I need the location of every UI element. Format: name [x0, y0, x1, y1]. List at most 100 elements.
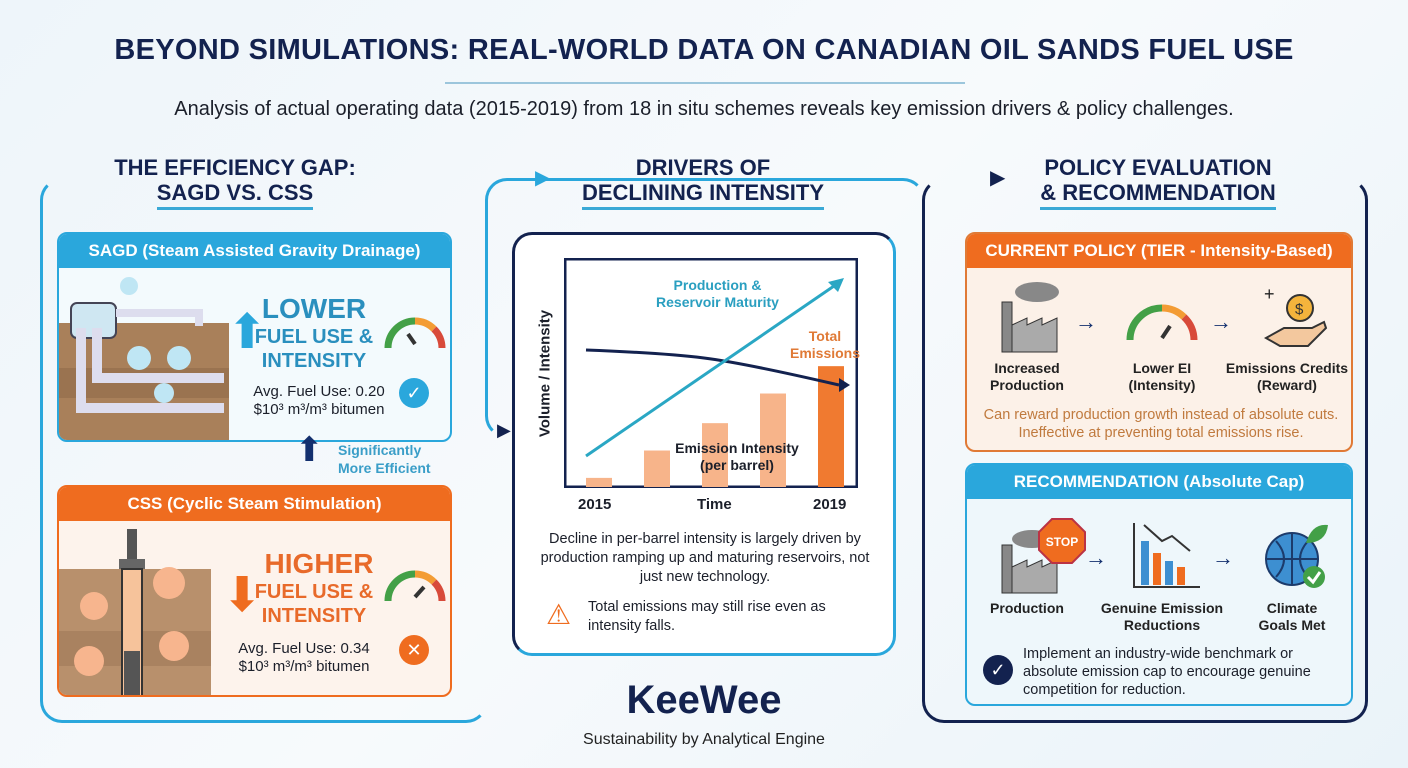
current-policy-card: CURRENT POLICY (TIER - Intensity-Based) …: [965, 232, 1353, 452]
declining-bars-icon: [1133, 523, 1200, 588]
recommendation-title: RECOMMENDATION (Absolute Cap): [967, 465, 1351, 499]
sagd-fuel-line1: Avg. Fuel Use: 0.20: [253, 383, 385, 400]
check-icon: ✓: [399, 378, 429, 408]
drivers-diagram: [564, 258, 858, 488]
sagd-well-illustration: [59, 277, 229, 440]
right-column-frame: [922, 178, 1368, 723]
right-heading-line1: POLICY EVALUATION: [1044, 155, 1272, 180]
x-icon: ✕: [399, 635, 429, 665]
right-heading: POLICY EVALUATION & RECOMMENDATION: [975, 155, 1341, 210]
production-label: Production & Reservoir Maturity: [655, 277, 780, 311]
production-label-line2: Reservoir Maturity: [656, 294, 779, 310]
x-start-label: 2015: [578, 496, 612, 513]
comparison-label: Significantly More Efficient: [338, 441, 431, 477]
current-step-3: Emissions Credits (Reward): [1222, 360, 1351, 394]
css-fuel-line1: Avg. Fuel Use: 0.34: [238, 640, 370, 657]
sagd-card: SAGD (Steam Assisted Gravity Drainage) ⬆…: [57, 232, 452, 442]
rec-step-1-l1: Production: [990, 600, 1064, 616]
rec-step-2-l1: Genuine Emission: [1100, 600, 1224, 616]
right-heading-line2: & RECOMMENDATION: [1040, 180, 1276, 210]
css-card: CSS (Cyclic Steam Stimulation) ⬇ HIGHER …: [57, 485, 452, 697]
x-end-label: 2019: [813, 496, 847, 513]
arrow-icon: →: [1075, 309, 1097, 334]
sagd-fuel-line2: $10³ m³/m³ bitumen: [253, 401, 385, 418]
gauge-high-icon: [384, 570, 446, 602]
down-arrow-icon: ⬇: [222, 569, 263, 622]
middle-column-frame: [485, 178, 925, 438]
x-mid-label: Time: [697, 496, 732, 513]
globe-check-icon: [1265, 524, 1328, 588]
current-step-1-l1: Increased: [994, 360, 1060, 376]
credit-reward-icon: +$: [1263, 284, 1328, 347]
sagd-line2: FUEL USE &: [254, 326, 374, 348]
recommendation-card: RECOMMENDATION (Absolute Cap) STOP → → P…: [965, 463, 1353, 706]
rec-step-2-l2: Reductions: [1123, 617, 1201, 633]
current-policy-title: CURRENT POLICY (TIER - Intensity-Based): [967, 234, 1351, 268]
emissions-bar: [702, 423, 728, 487]
intensity-label-line1: Emission Intensity: [675, 440, 799, 456]
stop-sign-text: STOP: [1046, 535, 1078, 549]
rec-step-3-l2: Goals Met: [1258, 617, 1326, 633]
current-policy-note: Can reward production growth instead of …: [983, 407, 1339, 441]
emissions-bar: [644, 450, 670, 487]
middle-heading-line1: DRIVERS OF: [635, 155, 771, 180]
rec-step-1: Production: [972, 600, 1082, 617]
intensity-line: [585, 348, 840, 387]
intensity-label: Emission Intensity (per barrel): [672, 440, 802, 474]
current-step-1-l2: Production: [990, 377, 1064, 393]
recommendation-note: Implement an industry-wide benchmark or …: [1023, 646, 1311, 698]
css-title: CSS (Cyclic Steam Stimulation): [59, 487, 450, 521]
title-divider: [445, 82, 965, 84]
emissions-label: Total Emissions: [785, 328, 865, 362]
intensity-label-line2: (per barrel): [700, 457, 774, 473]
warning-text: Total emissions may still rise even as i…: [588, 599, 826, 634]
production-label-line1: Production &: [673, 277, 762, 293]
css-line2: FUEL USE &: [254, 581, 374, 603]
css-line3: INTENSITY: [261, 605, 367, 627]
page-title: BEYOND SIMULATIONS: REAL-WORLD DATA ON C…: [114, 34, 1294, 66]
middle-heading: DRIVERS OF DECLINING INTENSITY: [520, 155, 886, 210]
svg-text:+: +: [1264, 284, 1275, 304]
rec-step-2: Genuine Emission Reductions: [1092, 600, 1232, 634]
sagd-big: LOWER: [261, 293, 367, 324]
production-line: [585, 284, 835, 458]
current-step-3-l1: Emissions Credits: [1225, 360, 1349, 376]
arrow-icon: →: [1212, 545, 1234, 570]
current-step-1: Increased Production: [972, 360, 1082, 394]
css-big: HIGHER: [264, 548, 374, 579]
check-circle-icon: ✓: [983, 655, 1013, 685]
rec-step-3: Climate Goals Met: [1237, 600, 1347, 634]
left-heading-line2: SAGD VS. CSS: [156, 180, 314, 210]
warning-icon: ⚠: [546, 599, 572, 630]
svg-text:$: $: [1295, 301, 1304, 318]
current-step-3-l2: (Reward): [1257, 377, 1317, 393]
emissions-label-line1: Total: [808, 328, 842, 344]
middle-left-arrow-icon: ▶: [497, 420, 511, 440]
sagd-line3: INTENSITY: [261, 350, 367, 372]
css-well-illustration: [59, 529, 211, 695]
rec-step-3-l1: Climate: [1266, 600, 1318, 616]
diagram-ylabel: Volume / Intensity: [536, 309, 554, 438]
css-fuel-line2: $10³ m³/m³ bitumen: [238, 658, 370, 675]
current-step-2: Lower EI (Intensity): [1107, 360, 1217, 394]
arrow-to-right-icon: ▶: [990, 167, 1006, 189]
drivers-description: Decline in per-barrel intensity is large…: [540, 531, 870, 585]
factory-stop-icon: STOP: [1001, 518, 1086, 594]
arrow-to-middle-icon: ▶: [535, 167, 551, 189]
comparison-label-line2: More Efficient: [338, 460, 431, 476]
emissions-bar: [760, 393, 786, 487]
production-arrowhead: [828, 278, 844, 292]
left-column-frame: [40, 178, 488, 723]
gauge-icon: [1126, 304, 1198, 341]
current-step-2-l1: Lower EI: [1132, 360, 1192, 376]
page-subtitle: Analysis of actual operating data (2015-…: [174, 98, 1234, 120]
current-step-2-l2: (Intensity): [1128, 377, 1196, 393]
left-heading-line1: THE EFFICIENCY GAP:: [114, 155, 356, 180]
gauge-low-icon: [384, 317, 446, 349]
middle-heading-line2: DECLINING INTENSITY: [581, 180, 824, 210]
arrow-icon: →: [1085, 545, 1107, 570]
factory-icon: [1001, 282, 1059, 353]
intensity-arrowhead: [839, 378, 850, 392]
emissions-bar: [586, 477, 612, 487]
sagd-title: SAGD (Steam Assisted Gravity Drainage): [59, 234, 450, 268]
